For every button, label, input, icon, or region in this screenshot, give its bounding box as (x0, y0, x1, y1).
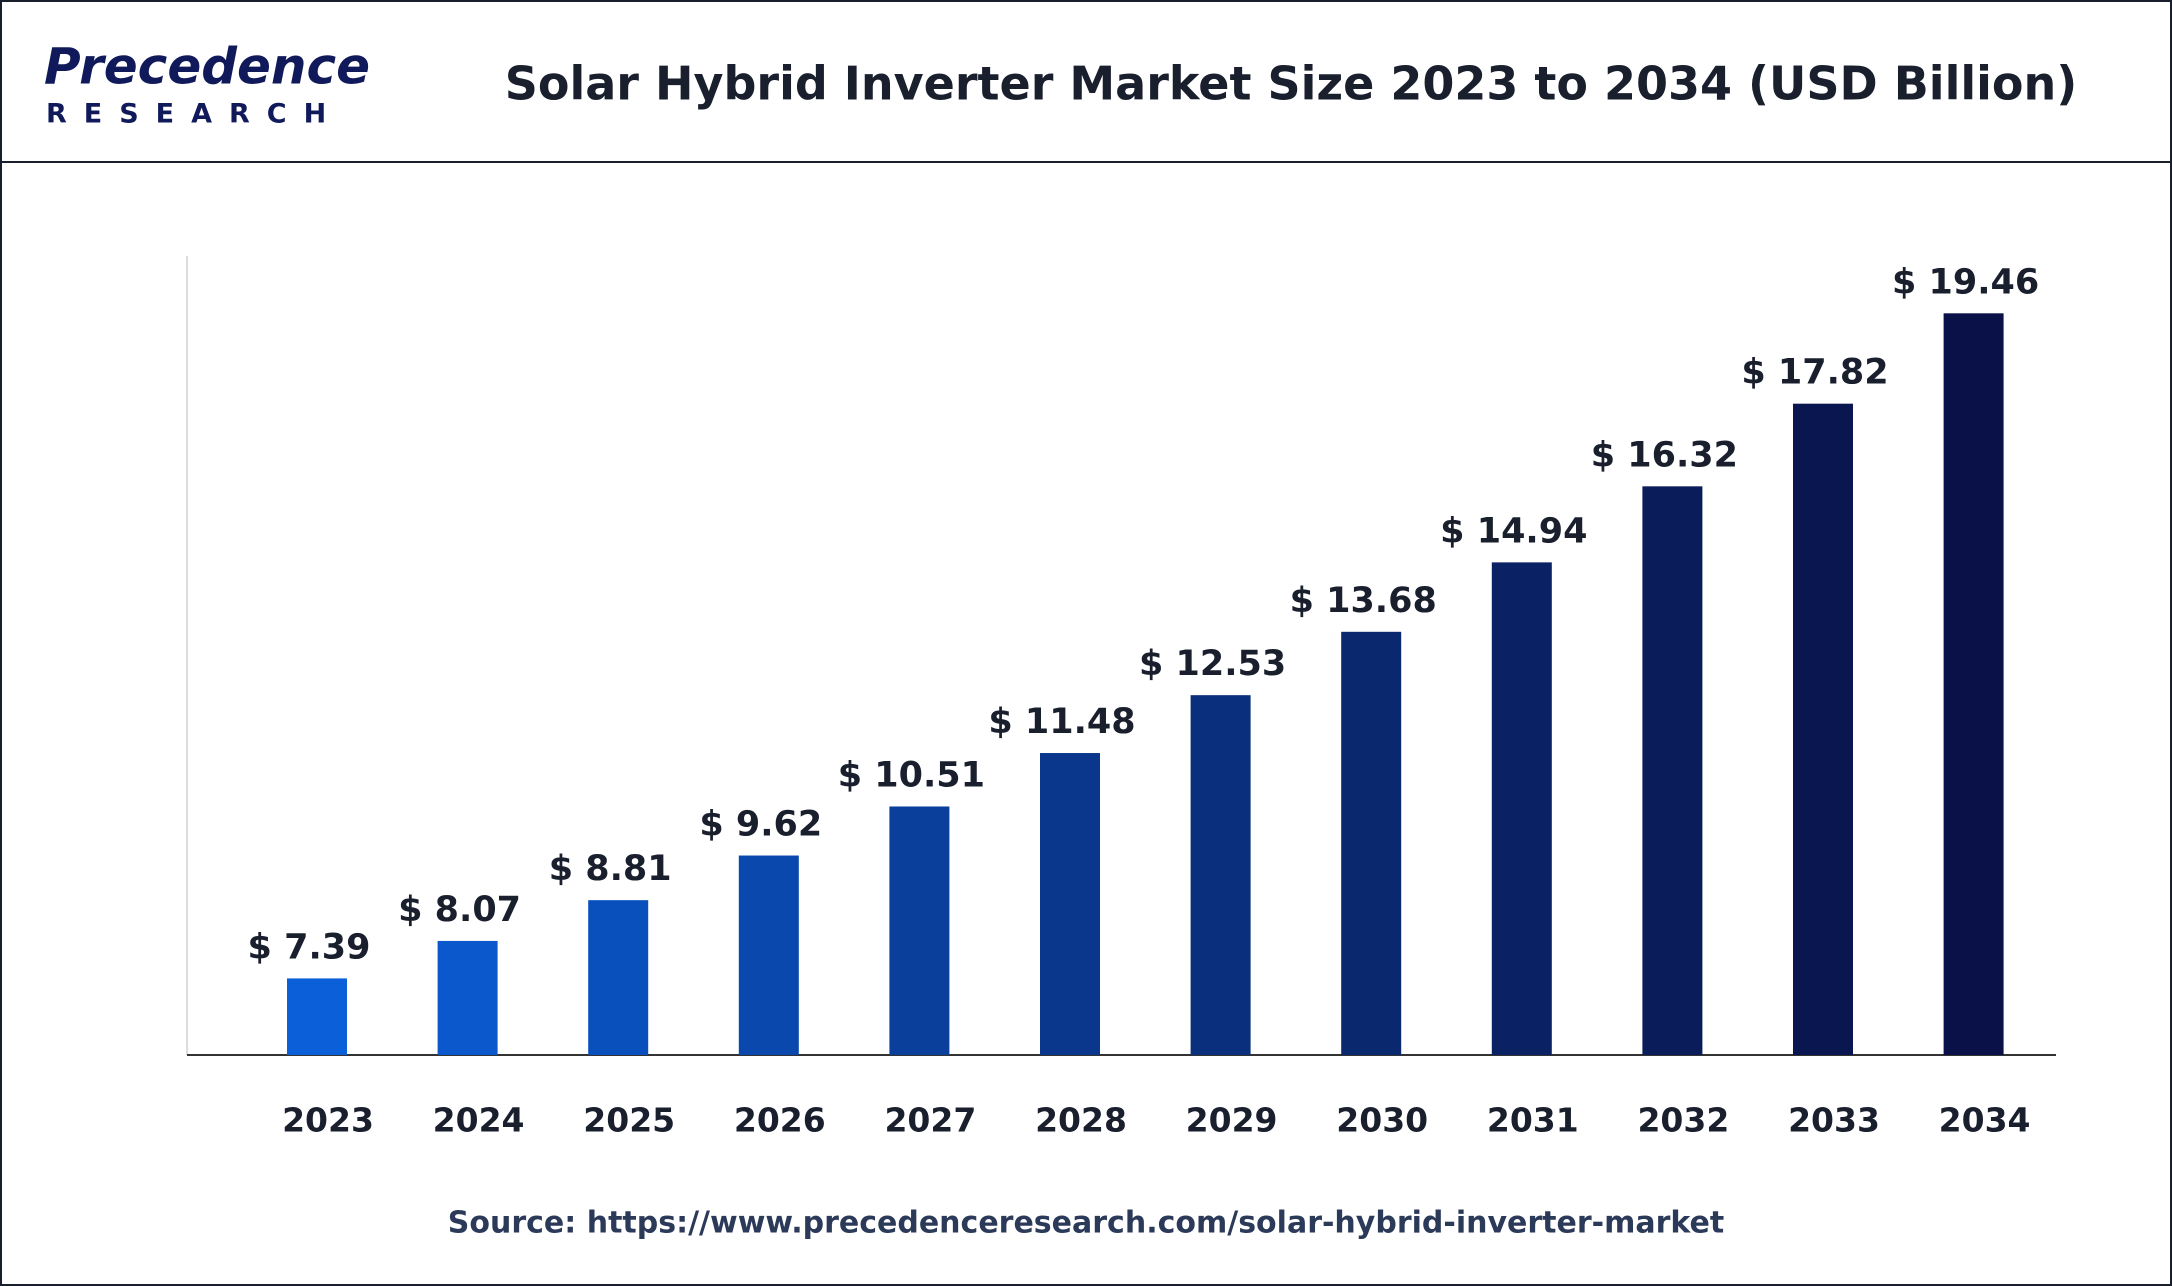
bar (1943, 313, 2004, 1055)
value-label: $ 7.39 (248, 927, 371, 967)
value-label: $ 8.81 (549, 849, 672, 889)
bar (588, 900, 649, 1055)
value-label: $ 16.32 (1591, 435, 1738, 475)
bar (1491, 562, 1552, 1055)
x-tick-label: 2026 (734, 1101, 826, 1140)
value-label: $ 17.82 (1741, 353, 1888, 393)
x-tick-label: 2025 (583, 1101, 675, 1140)
bar (287, 978, 347, 1055)
x-tick-label: 2032 (1637, 1101, 1729, 1140)
bar (1190, 695, 1251, 1055)
value-label: $ 8.07 (398, 890, 521, 930)
logo-name: Precedence (44, 38, 370, 96)
value-label: $ 19.46 (1892, 262, 2039, 302)
x-tick-label: 2030 (1336, 1101, 1428, 1140)
x-tick-label: 2031 (1487, 1101, 1579, 1140)
value-label: $ 11.48 (988, 702, 1135, 742)
value-label: $ 13.68 (1290, 581, 1437, 621)
value-label: $ 9.62 (699, 805, 822, 845)
bar (1040, 753, 1100, 1055)
x-tick-label: 2029 (1186, 1101, 1278, 1140)
chart-title: Solar Hybrid Inverter Market Size 2023 t… (505, 57, 2078, 111)
x-tick-label: 2028 (1035, 1101, 1127, 1140)
logo-sub: RESEARCH (46, 99, 343, 130)
source: Source: https://www.precedenceresearch.c… (448, 1206, 1724, 1241)
x-tick-label: 2034 (1939, 1101, 2031, 1140)
x-tick-label: 2033 (1788, 1101, 1880, 1140)
bar (738, 855, 799, 1055)
bar (1642, 486, 1703, 1056)
value-label: $ 12.53 (1139, 644, 1286, 684)
x-tick-label: 2027 (884, 1101, 976, 1140)
bar (1341, 631, 1402, 1055)
bar (437, 940, 498, 1055)
x-tick-label: 2023 (282, 1101, 374, 1140)
value-label: $ 14.94 (1440, 511, 1587, 551)
bar (1793, 403, 1853, 1055)
value-label: $ 10.51 (838, 755, 985, 795)
x-tick-label: 2024 (433, 1101, 525, 1140)
bar (889, 806, 950, 1055)
